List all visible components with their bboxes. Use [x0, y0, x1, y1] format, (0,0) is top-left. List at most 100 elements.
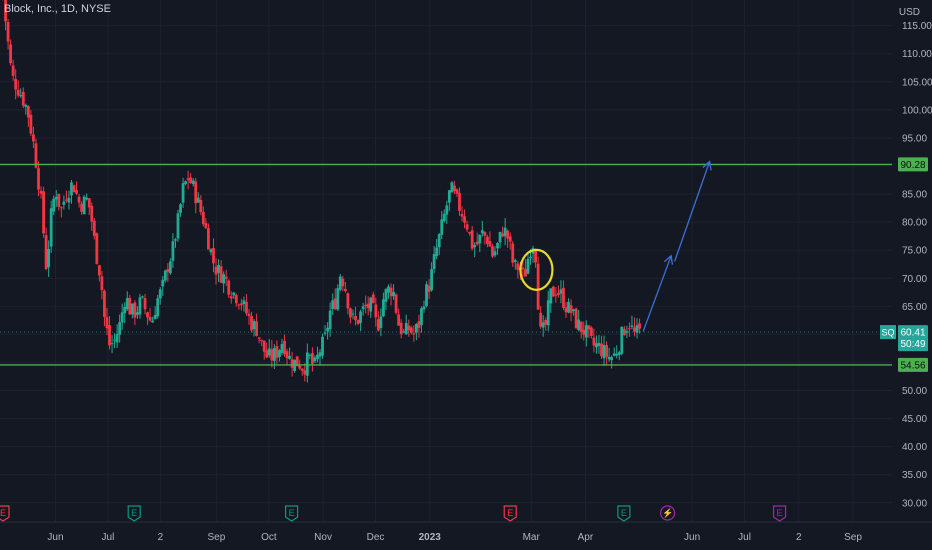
chart-title: Block, Inc., 1D, NYSE	[4, 3, 111, 15]
candle-body	[280, 344, 284, 353]
candle-body	[113, 339, 116, 341]
candle-body	[354, 315, 357, 320]
candle-body	[201, 211, 205, 225]
candle-body	[447, 190, 451, 203]
price-tick-label: 80.00	[902, 218, 927, 229]
candle-body	[498, 231, 502, 243]
candle-body	[554, 294, 558, 296]
candle-body	[341, 278, 345, 287]
earnings-icon	[503, 505, 517, 522]
candle-body	[300, 368, 304, 371]
price-tick-label: 75.00	[902, 246, 927, 257]
candle-body	[440, 219, 444, 235]
candle-body	[597, 342, 601, 346]
candle-body	[549, 288, 553, 304]
candle-body	[633, 327, 636, 332]
candle-body	[359, 311, 362, 323]
candle-body	[635, 325, 639, 333]
candle-body	[67, 197, 71, 203]
candle-body	[638, 323, 641, 329]
candle-body	[432, 254, 436, 270]
candle-body	[508, 236, 512, 242]
candle-body	[506, 230, 510, 239]
candle-body	[407, 325, 411, 331]
event-marker[interactable]: E	[0, 505, 10, 522]
candle-body	[361, 306, 365, 310]
candle-body	[516, 263, 520, 270]
candle-body	[34, 143, 38, 168]
event-marker[interactable]: ⚡	[660, 505, 676, 521]
level-badge-label: 90.28	[900, 160, 925, 171]
price-axis[interactable]	[892, 0, 932, 522]
candle-body	[191, 180, 195, 185]
candle-body	[80, 203, 84, 212]
candle-body	[54, 196, 58, 200]
candle-body	[414, 324, 418, 333]
candle-body	[379, 316, 383, 329]
candle-body	[232, 292, 236, 296]
candle-body	[186, 178, 190, 180]
earnings-icon	[617, 505, 631, 522]
candle-body	[21, 91, 25, 106]
candle-body	[402, 331, 406, 333]
candle-body	[475, 241, 479, 245]
event-marker[interactable]: E	[617, 505, 631, 522]
candle-body	[125, 298, 129, 310]
candle-body	[179, 204, 182, 213]
candle-body	[463, 216, 466, 223]
candle-body	[592, 337, 596, 346]
candle-body	[224, 276, 228, 279]
candle-body	[290, 359, 294, 368]
candle-body	[156, 298, 160, 317]
event-marker[interactable]: E	[284, 505, 299, 522]
candle-body	[468, 231, 472, 234]
candle-body	[551, 286, 555, 297]
event-marker[interactable]: E	[127, 505, 141, 522]
candle-body	[387, 286, 390, 293]
candle-body	[14, 78, 18, 90]
candle-body	[95, 233, 99, 264]
candle-body	[16, 89, 20, 96]
candle-body	[409, 327, 413, 333]
candle-body	[214, 266, 218, 275]
candle-body	[110, 343, 114, 345]
candle-body	[174, 239, 177, 241]
candle-body	[493, 251, 497, 256]
candle-body	[163, 270, 167, 281]
candle-body	[399, 322, 403, 335]
price-tick-label: 85.00	[902, 190, 927, 201]
event-marker[interactable]: E	[503, 505, 517, 522]
event-marker[interactable]: E	[772, 505, 787, 522]
time-tick-label: Sep	[844, 532, 862, 543]
candle-body	[485, 236, 489, 244]
candle-body	[384, 289, 388, 302]
candle-body	[427, 285, 431, 292]
candle-body	[630, 325, 634, 327]
candle-body	[539, 312, 543, 327]
last-price-value: 60.41	[900, 328, 925, 339]
candle-body	[546, 300, 550, 326]
time-tick-label: 2	[158, 532, 164, 543]
currency-label[interactable]: USD	[898, 7, 920, 18]
earnings-icon	[127, 505, 141, 522]
candle-body	[272, 348, 276, 361]
candle-body	[75, 189, 78, 194]
candle-body	[382, 299, 385, 317]
candle-body	[412, 333, 416, 335]
candle-body	[123, 306, 127, 314]
candle-body	[108, 325, 111, 346]
candle-body	[343, 288, 347, 291]
candle-body	[138, 297, 142, 315]
candle-body	[422, 306, 426, 310]
candle-body	[562, 287, 565, 308]
price-tick-label: 45.00	[902, 414, 927, 425]
candle-body	[577, 319, 581, 330]
candle-body	[338, 276, 342, 290]
candle-body	[255, 321, 259, 336]
candle-body	[473, 245, 477, 248]
event-label: E	[507, 508, 513, 518]
time-axis[interactable]: Jun Jul 2 Sep Oct Nov Dec 2023 Mar Apr Jun Jul 2 Sep	[0, 521, 932, 543]
candle-body	[437, 234, 441, 248]
earnings-icon	[284, 505, 299, 522]
